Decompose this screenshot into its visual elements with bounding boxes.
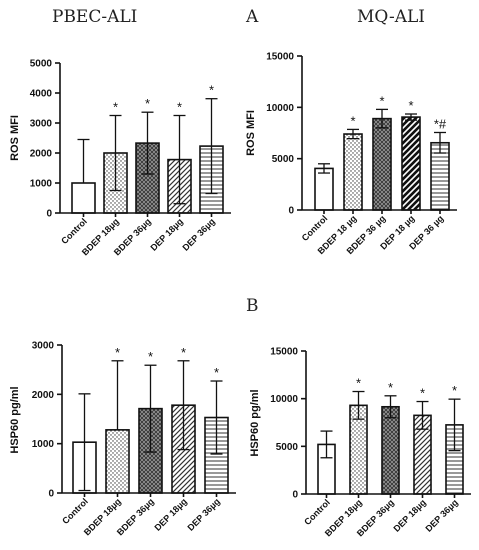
category-label: DEP 18µg <box>391 497 427 533</box>
y-tick-label: 2000 <box>30 149 53 160</box>
category-label: DEP 36µg <box>423 497 459 533</box>
chart-pbec-ros: ROS MFI010002000300040005000Control*BDEP… <box>9 59 231 257</box>
bar <box>372 117 392 211</box>
category-label: DEP 36µg <box>185 496 221 532</box>
significance-marker: * <box>209 83 214 98</box>
significance-marker: * <box>420 386 425 401</box>
y-tick-label: 15000 <box>270 347 298 358</box>
y-tick-label: 15000 <box>266 52 294 63</box>
significance-marker: * <box>148 349 153 364</box>
category-label: DEP 18µg <box>152 496 188 532</box>
bar <box>381 405 400 495</box>
significance-marker: * <box>115 345 120 360</box>
significance-marker: * <box>356 376 361 391</box>
significance-marker: * <box>452 383 457 398</box>
y-tick-label: 10000 <box>270 394 298 405</box>
significance-marker: * <box>379 93 384 108</box>
y-tick-label: 5000 <box>276 442 299 453</box>
y-tick-label: 2000 <box>32 390 55 401</box>
bar <box>401 116 421 211</box>
y-tick-label: 10000 <box>266 103 294 114</box>
panel-label-a: A <box>245 7 259 27</box>
significance-marker: * <box>388 380 393 395</box>
bar <box>343 133 363 211</box>
significance-marker: * <box>145 96 150 111</box>
category-label: Control <box>60 496 90 526</box>
y-tick-label: 1000 <box>32 439 55 450</box>
significance-marker: * <box>214 365 219 380</box>
category-label: DEP 36µg <box>180 216 216 252</box>
significance-marker: * <box>181 345 186 360</box>
bar <box>71 182 96 214</box>
category-label: Control <box>59 216 89 246</box>
bar <box>105 429 130 494</box>
y-tick-label: 0 <box>46 209 52 220</box>
heading-right: MQ-ALI <box>357 7 425 27</box>
y-tick-label: 0 <box>48 489 54 500</box>
y-axis-title: HSP60 pg/ml <box>9 386 21 453</box>
category-label: DEP 18µg <box>148 216 184 252</box>
significance-marker: * <box>177 100 182 115</box>
y-axis-title: ROS MFI <box>245 110 257 156</box>
significance-marker: * <box>113 100 118 115</box>
y-axis-title: ROS MFI <box>9 115 21 161</box>
y-tick-label: 0 <box>292 490 298 501</box>
bar <box>314 167 334 211</box>
y-tick-label: 5000 <box>272 154 295 165</box>
y-tick-label: 0 <box>288 206 294 217</box>
panel-label-b: B <box>246 296 259 316</box>
y-tick-label: 3000 <box>32 341 55 352</box>
y-tick-label: 1000 <box>30 179 53 190</box>
y-tick-label: 4000 <box>30 89 53 100</box>
significance-marker: *# <box>434 116 447 131</box>
y-tick-label: 5000 <box>30 59 53 70</box>
significance-marker: * <box>350 113 355 128</box>
y-axis-title: HSP60 pg/ml <box>249 389 261 456</box>
significance-marker: * <box>408 98 413 113</box>
category-label: Control <box>302 497 332 527</box>
y-tick-label: 3000 <box>30 119 53 130</box>
heading-left: PBEC-ALI <box>52 7 137 27</box>
